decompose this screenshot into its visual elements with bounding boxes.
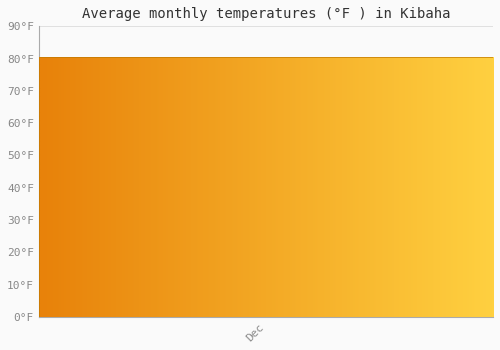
Title: Average monthly temperatures (°F ) in Kibaha: Average monthly temperatures (°F ) in Ki… [82,7,450,21]
Bar [39,57,493,317]
